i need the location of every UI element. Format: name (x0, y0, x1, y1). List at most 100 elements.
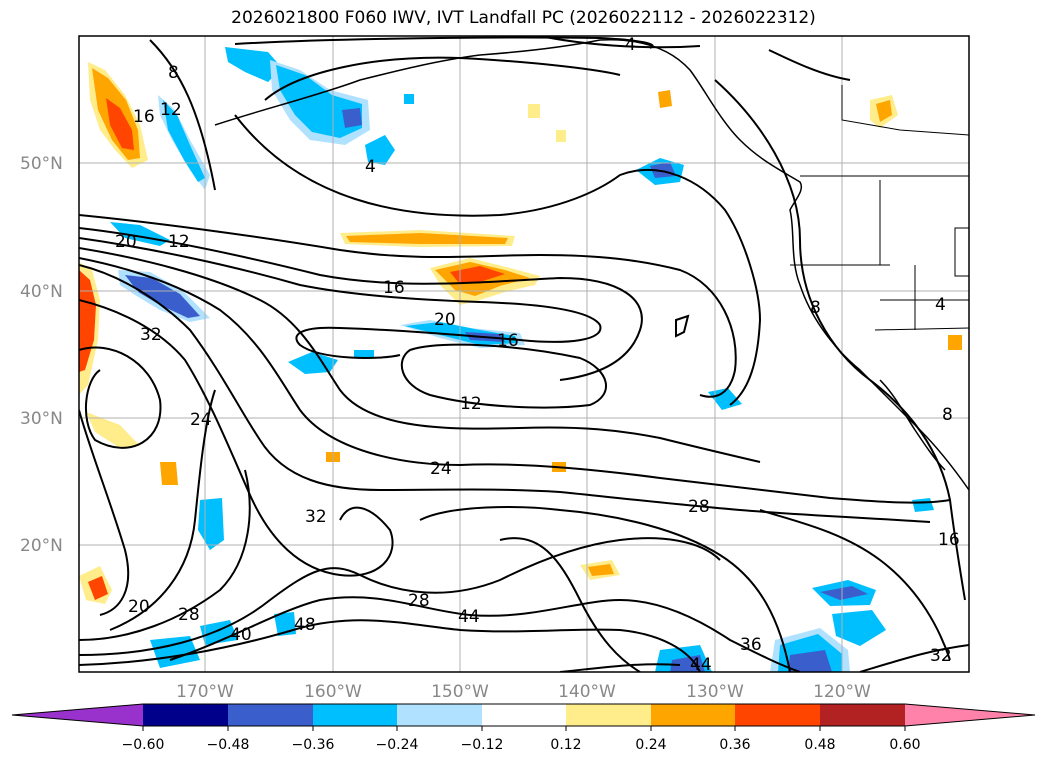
anomaly-patch (788, 650, 832, 672)
contour-label: 28 (688, 497, 710, 517)
contour-label: 12 (160, 100, 182, 120)
anomaly-patch (650, 162, 676, 178)
anomaly-patch (876, 100, 892, 122)
contour-line (79, 214, 737, 398)
colorbar-tick-label: 0.12 (550, 737, 581, 753)
contour-label: 20 (434, 310, 456, 330)
anomaly-patch (160, 462, 178, 485)
contour-line (675, 314, 690, 338)
colorbar-tick-label: 0.48 (804, 737, 835, 753)
contour-label: 32 (140, 325, 162, 345)
anomaly-patch (556, 130, 566, 142)
contour-line (79, 619, 701, 672)
contour-label: 8 (168, 63, 179, 83)
map-title: 2026021800 F060 IWV, IVT Landfall PC (20… (231, 8, 816, 28)
alaska-coastline (214, 39, 969, 491)
contour-line (768, 49, 851, 81)
contour-line (109, 389, 216, 631)
contour-label: 20 (115, 232, 137, 252)
contour-line (419, 506, 791, 672)
coastlines (214, 39, 969, 491)
contour-label: 28 (178, 605, 200, 625)
contour-line (234, 114, 762, 406)
lat-tick-label: 20°N (20, 536, 63, 556)
contour-label: 20 (128, 597, 150, 617)
map-frame (78, 35, 970, 673)
colorbar-extend-high (905, 704, 1035, 726)
contour-label: 4 (625, 35, 636, 55)
contour-label: 24 (190, 410, 212, 430)
contour-label: 32 (305, 507, 327, 527)
colorbar-segment (397, 704, 482, 726)
colorbar-segment (820, 704, 905, 726)
anomaly-patch (150, 636, 200, 668)
contour-label-layer: 4 4 4 8 8 8 12 12 12 16 16 16 16 20 20 2… (115, 35, 960, 675)
contour-line (79, 227, 643, 381)
contour-label: 8 (942, 405, 953, 425)
contour-label: 16 (133, 107, 155, 127)
contour-line (149, 39, 216, 191)
anomaly-patch (276, 65, 362, 138)
colorbar-tick-label: −0.60 (122, 737, 165, 753)
lon-tick-label: 150°W (431, 682, 489, 702)
contour-label: 4 (935, 295, 946, 315)
colorbar-tick-label: 0.24 (635, 737, 666, 753)
contour-label: 8 (810, 298, 821, 318)
colorbar-segment (313, 704, 397, 726)
lat-tick-label: 40°N (20, 282, 63, 302)
us-mexico-border (874, 327, 969, 331)
map-panel (79, 36, 969, 672)
anomaly-patch (708, 388, 742, 410)
colorbar-tick-label: −0.12 (461, 737, 504, 753)
anomaly-patch (528, 104, 540, 118)
latitude-axis: 50°N 40°N 30°N 20°N (20, 154, 63, 556)
contour-label: 44 (458, 607, 480, 627)
contour-line (400, 343, 607, 409)
anomaly-patch (163, 100, 205, 182)
colorbar-tick-label: 0.60 (889, 737, 920, 753)
contour-label: 40 (230, 625, 252, 645)
contour-label: 16 (497, 331, 519, 351)
contour-line (539, 36, 701, 49)
anomaly-patch (450, 266, 505, 282)
colorbar: −0.60 −0.48 −0.36 −0.24 −0.12 0.12 0.24 … (11, 703, 1036, 753)
contour-line (859, 644, 969, 672)
colorbar-extend-low (12, 704, 143, 726)
contour-label: 24 (430, 459, 452, 479)
contour-line (79, 237, 602, 359)
contour-line (79, 299, 394, 577)
lon-tick-label: 170°W (176, 682, 234, 702)
contour-line (759, 509, 951, 661)
anomaly-patch (658, 90, 672, 108)
contour-label: 4 (365, 157, 376, 177)
anomaly-patch (354, 350, 374, 358)
contour-line (169, 596, 801, 672)
contour-label: 16 (938, 530, 960, 550)
contour-line (79, 537, 721, 656)
baja-coastline (879, 379, 946, 471)
anomaly-patch (670, 655, 705, 672)
anomaly-patch (832, 610, 886, 646)
colorbar-ticks (142, 726, 906, 731)
contour-line (79, 346, 162, 449)
contour-line (79, 247, 761, 463)
lon-tick-label: 130°W (686, 682, 744, 702)
colorbar-segment (228, 704, 313, 726)
lon-tick-label: 160°W (304, 682, 362, 702)
colorbar-segment (566, 704, 651, 726)
contour-label: 48 (294, 615, 316, 635)
contour-label: 16 (383, 278, 405, 298)
contour-label: 44 (690, 655, 712, 675)
anomaly-patch (404, 94, 414, 104)
anomaly-patch (225, 47, 282, 82)
contour-line (79, 264, 931, 523)
contour-label: 12 (460, 394, 482, 414)
contour-label: 36 (740, 635, 762, 655)
anomaly-patch (346, 233, 508, 244)
contour-line (499, 537, 641, 672)
contour-label: 12 (168, 232, 190, 252)
graticule (79, 36, 969, 672)
anomaly-patch (106, 98, 134, 150)
contour-line (79, 409, 130, 616)
colorbar-tick-label: −0.36 (292, 737, 335, 753)
